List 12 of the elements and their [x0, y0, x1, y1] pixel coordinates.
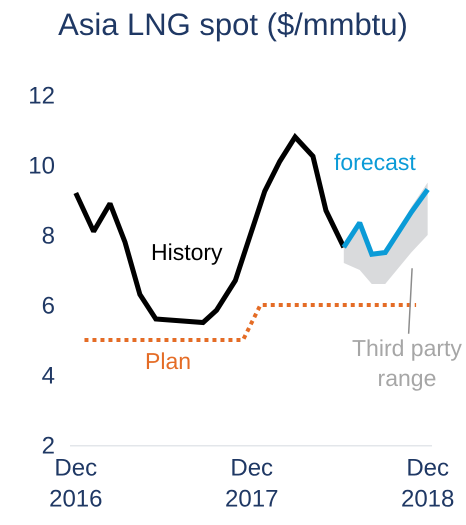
y-tick-label: 8	[42, 222, 55, 250]
annotation: History	[151, 239, 224, 265]
y-tick-label: 4	[42, 362, 55, 390]
annotation: Plan	[145, 348, 192, 374]
annotation: forecast	[334, 149, 416, 175]
chart-title: Asia LNG spot ($/mmbtu)	[58, 6, 408, 42]
y-tick-label: 12	[28, 82, 55, 110]
y-tick-label: 10	[28, 152, 55, 180]
x-tick-label: Dec 2018	[400, 454, 454, 512]
annotation: Third party range	[352, 335, 462, 391]
y-tick-label: 6	[42, 292, 55, 320]
x-tick-label: Dec 2017	[225, 454, 278, 512]
